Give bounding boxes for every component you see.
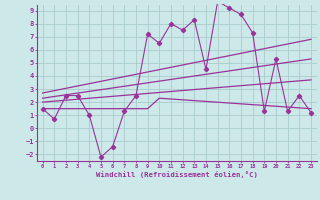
X-axis label: Windchill (Refroidissement éolien,°C): Windchill (Refroidissement éolien,°C) (96, 171, 258, 178)
